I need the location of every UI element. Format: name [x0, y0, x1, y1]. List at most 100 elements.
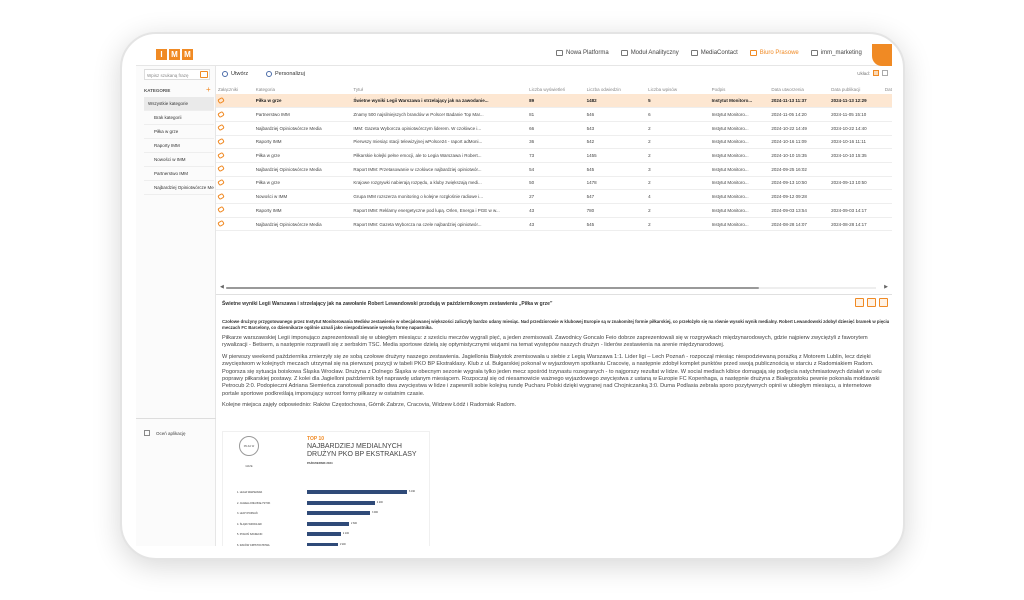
column-header[interactable]: Dat	[884, 87, 892, 92]
table-row[interactable]: Najbardziej Opiniotwórcze Media Raport IM…	[216, 217, 892, 232]
preview-actions	[855, 298, 888, 307]
add-category-button[interactable]: +	[206, 85, 211, 94]
personalize-button[interactable]: Personalizuj	[266, 71, 305, 77]
column-header[interactable]: Liczba odwiedzin	[586, 87, 621, 92]
table-cell: 2024-10-22 14:49	[769, 121, 830, 136]
edit-icon[interactable]	[855, 298, 864, 307]
team-label: 3. LECH POZNAŃ	[237, 512, 258, 515]
scrollbar-thumb[interactable]	[226, 287, 759, 289]
table-cell: Raport IMM: Gazeta Wyborcza na czele naj…	[351, 217, 528, 232]
category-item[interactable]: Najbardziej Opiniotwórcze Media	[144, 181, 214, 195]
nav-mediacontact[interactable]: MediaContact	[690, 50, 738, 56]
column-header[interactable]: Data publikacji	[831, 87, 861, 92]
nav-user-account[interactable]: imm_marketing	[810, 50, 862, 56]
layout-toggle: Układ:	[857, 70, 888, 76]
copy-icon[interactable]	[867, 298, 876, 307]
split-view-icon[interactable]	[873, 70, 879, 76]
table-cell	[829, 189, 883, 204]
ranking-row: 5. POGOŃ SZCZECIN 2 100	[237, 530, 427, 541]
category-item[interactable]: Raporty IMM	[144, 139, 214, 153]
preview-body: Czołowe drużyny przygotowanego przez Ins…	[222, 319, 890, 414]
table-cell: Piłkarskie kolejki pełne emocji, ale to …	[351, 148, 528, 163]
column-header[interactable]: Data utworzenia	[771, 87, 804, 92]
platform-icon	[556, 50, 563, 56]
column-header[interactable]: Liczba wyświetleń	[529, 87, 566, 92]
nav-nowa-platforma[interactable]: Nowa Platforma	[556, 50, 609, 56]
table-row[interactable]: Piłka w grze Krajowe rozgrywki nabierają …	[216, 176, 892, 191]
table-cell	[882, 121, 892, 136]
nav-modul-analityczny[interactable]: Moduł Analityczny	[620, 50, 679, 56]
table-cell: 2024-11-13 12:29	[829, 94, 883, 109]
table-cell	[882, 148, 892, 163]
team-label: 6. RAKÓW CZĘSTOCHOWA	[237, 543, 270, 547]
table-body: Piłka w grze Świetne wyniki Legii Warszaw…	[216, 94, 892, 232]
personalize-label: Personalizuj	[275, 71, 305, 77]
category-item[interactable]: Brak kategorii	[144, 111, 214, 125]
table-cell: Instytut Monitoro...	[709, 135, 770, 150]
ranking-bar	[307, 490, 407, 494]
attachment-icon	[217, 151, 225, 159]
grid-view-icon[interactable]	[882, 70, 888, 76]
ranking-bar	[307, 532, 341, 536]
table-cell: Raporty IMM	[253, 135, 352, 150]
table-row[interactable]: Raporty IMM Raport IMM: Reklamy energetyc…	[216, 203, 892, 218]
nav-label: Biuro Prasowe	[759, 50, 799, 56]
table-cell: Piłka w grze	[253, 94, 352, 109]
category-item[interactable]: Partnerstwo IMM	[144, 167, 214, 181]
search-input[interactable]: Wpisz szukaną frazę	[144, 69, 210, 80]
attachment-icon	[217, 165, 225, 173]
table-cell: 1482	[584, 94, 647, 109]
table-row[interactable]: Najbardziej Opiniotwórcze Media IMM: Gaze…	[216, 121, 892, 136]
category-item[interactable]: Wszystkie kategorie	[144, 97, 214, 111]
articles-table: Załączniki Kategoria Tytuł Liczba wyświetle…	[216, 85, 892, 232]
table-cell: Najbardziej Opiniotwórcze Media	[253, 162, 352, 177]
table-cell: 6	[646, 107, 710, 122]
team-label: 2. JAGIELLONIA BIAŁYSTOK	[237, 501, 271, 505]
attachment-icon	[217, 137, 225, 146]
column-header[interactable]: Liczba wpisów	[648, 87, 678, 92]
table-cell: Instytut Monitoro...	[709, 121, 770, 136]
column-header[interactable]: Kategoria	[255, 87, 276, 92]
nav-label: MediaContact	[700, 50, 738, 56]
delete-icon[interactable]	[879, 298, 888, 307]
nav-biuro-prasowe[interactable]: Biuro Prasowe	[749, 50, 799, 56]
rate-app-button[interactable]: Oceń aplikację	[144, 430, 186, 436]
main-panel: Utwórz Personalizuj Układ: Załączniki Kat…	[216, 66, 892, 546]
table-row[interactable]: Partnerstwo IMM Znamy 500 najsilniejszych…	[216, 107, 892, 122]
horizontal-scrollbar[interactable]: ◀ ▶	[220, 284, 888, 290]
table-cell: 2	[646, 121, 710, 136]
column-header[interactable]: Załączniki	[218, 87, 239, 92]
category-item[interactable]: Nowości w IMM	[144, 153, 214, 167]
menu-corner-button[interactable]	[872, 44, 892, 66]
attachment-icon	[217, 206, 225, 214]
scroll-left-icon[interactable]: ◀	[220, 284, 224, 290]
table-row[interactable]: Piłka w grze Świetne wyniki Legii Warszaw…	[216, 94, 892, 109]
search-icon[interactable]	[200, 71, 208, 78]
table-cell: Instytut Monitoro...	[709, 189, 770, 204]
scroll-right-icon[interactable]: ▶	[884, 284, 888, 290]
table-cell: Raport IMM: Reklamy energetyczne pod lup…	[351, 203, 528, 218]
category-item[interactable]: Piłka w grze	[144, 125, 214, 139]
team-label: 4. ŚLĄSK WROCŁAW	[237, 522, 262, 526]
table-cell: 2	[646, 203, 710, 218]
table-cell: 2024-08-28 14:07	[769, 217, 830, 232]
table-row[interactable]: Piłka w grze Piłkarskie kolejki pełne emo…	[216, 148, 892, 163]
column-header[interactable]: Tytuł	[353, 87, 363, 92]
attachment-icon	[217, 124, 225, 132]
column-header[interactable]: Podpis	[711, 87, 726, 92]
create-button[interactable]: Utwórz	[222, 71, 248, 77]
ranking-bar	[307, 542, 338, 546]
table-row[interactable]: Najbardziej Opiniotwórcze Media Raport IM…	[216, 162, 892, 177]
table-header-row: Załączniki Kategoria Tytuł Liczba wyświetle…	[216, 85, 892, 94]
table-cell: Świetne wyniki Legii Warszawa i strzelaj…	[351, 94, 528, 109]
table-row[interactable]: Nowości w IMM Grupa IMM rozszerza monitor…	[216, 189, 892, 204]
table-cell	[829, 162, 883, 177]
table-cell: Piłka w grze	[253, 176, 352, 191]
table-cell: 5	[646, 94, 710, 109]
preview-paragraph: W pierwszy weekend października zmierzył…	[222, 353, 882, 397]
imm-logo[interactable]: I M M	[156, 49, 193, 60]
ranking-value: 6 190	[409, 490, 415, 493]
table-row[interactable]: Raporty IMM Pierwszy miesiąc stacji telew…	[216, 135, 892, 150]
table-cell	[882, 217, 892, 232]
ranking-value: 4 200	[376, 500, 383, 504]
